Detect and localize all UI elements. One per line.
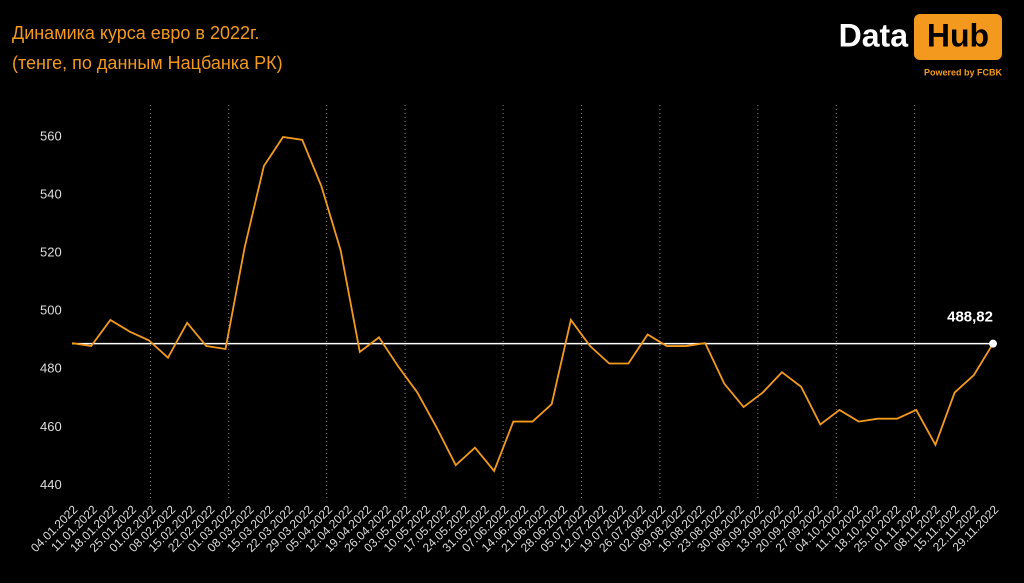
y-tick-label: 540 — [40, 186, 62, 201]
y-tick-label: 500 — [40, 303, 62, 318]
logo-right: Hub — [927, 17, 989, 53]
logo-box — [914, 14, 1002, 60]
y-tick-label: 520 — [40, 245, 62, 260]
logo: Data Hub Powered by FCBK — [839, 14, 1003, 77]
y-tick-label: 560 — [40, 128, 62, 143]
reference-point — [989, 339, 997, 348]
y-tick-label: 460 — [40, 419, 62, 434]
logo-left: Data — [839, 17, 909, 53]
reference-label: 488,82 — [947, 309, 993, 326]
y-tick-label: 480 — [40, 361, 62, 376]
y-tick-label: 440 — [40, 477, 62, 492]
line — [71, 135, 994, 473]
chart-subtitle: (тенге, по данным Нацбанка РК) — [12, 53, 283, 73]
logo-tagline: Powered by FCBK — [924, 67, 1003, 77]
chart-title: Динамика курса евро в 2022г. — [12, 23, 259, 43]
